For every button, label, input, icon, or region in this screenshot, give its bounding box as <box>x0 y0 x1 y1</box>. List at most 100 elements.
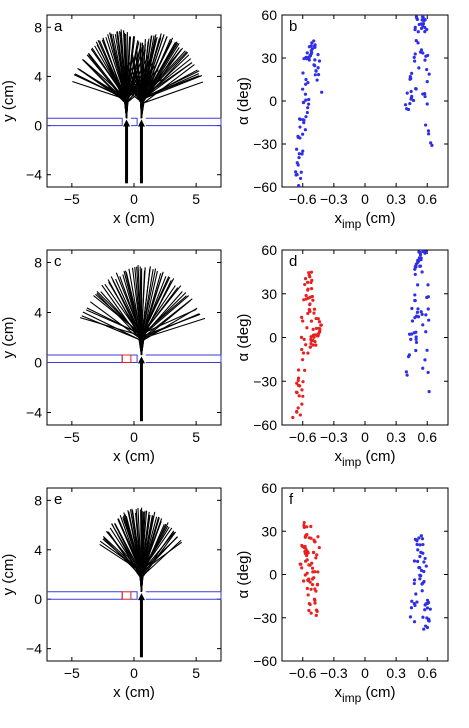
data-point <box>307 97 311 102</box>
data-point <box>303 559 308 563</box>
x-tick-label: 0.3 <box>386 429 406 445</box>
data-point <box>316 570 320 574</box>
data-point <box>408 102 412 106</box>
y-tick-label: 60 <box>261 242 277 258</box>
data-point <box>422 560 426 564</box>
data-point <box>412 601 416 606</box>
y-tick-label: 8 <box>34 492 42 508</box>
data-point <box>312 307 317 311</box>
data-point <box>307 601 311 606</box>
y-tick-label: 4 <box>34 68 42 84</box>
data-point <box>307 45 311 49</box>
data-point <box>417 536 421 540</box>
data-point <box>302 118 306 122</box>
slit-wall <box>47 117 123 127</box>
data-point <box>405 373 409 377</box>
data-point <box>305 586 309 591</box>
data-point <box>313 340 317 344</box>
x-tick-label: −0.3 <box>320 665 348 681</box>
panel-label-c: c <box>54 253 62 270</box>
data-point <box>304 77 308 82</box>
data-point <box>311 327 315 331</box>
data-point <box>413 267 417 271</box>
data-point <box>407 332 412 336</box>
data-point <box>298 125 302 129</box>
data-point <box>307 55 311 59</box>
data-point <box>427 318 431 322</box>
y-tick-label: 60 <box>261 7 277 23</box>
data-point <box>421 249 425 254</box>
data-point <box>308 295 313 299</box>
x-tick-label: 0.6 <box>418 429 438 445</box>
data-point <box>420 312 424 316</box>
data-point <box>410 71 414 75</box>
x-axis-label: x (cm) <box>113 448 155 465</box>
slit-wall <box>47 591 123 600</box>
x-tick-label: 5 <box>192 665 200 681</box>
data-point <box>409 89 413 94</box>
data-point <box>308 345 312 349</box>
trajectories <box>79 265 206 422</box>
data-point <box>421 581 425 585</box>
data-point <box>300 347 304 352</box>
data-point <box>412 55 416 59</box>
data-point <box>313 43 317 47</box>
data-point <box>305 280 310 285</box>
data-point <box>414 39 418 43</box>
data-point <box>296 406 300 410</box>
data-point <box>424 313 428 317</box>
y-tick-label: 4 <box>34 305 42 321</box>
slit-wall <box>130 591 138 600</box>
data-point <box>303 92 308 96</box>
y-tick-label: −4 <box>26 641 42 657</box>
data-point <box>317 546 321 550</box>
data-point <box>305 571 309 575</box>
data-point <box>307 563 311 567</box>
data-point <box>301 579 306 583</box>
data-point <box>305 326 309 330</box>
data-point <box>421 615 425 619</box>
data-point <box>296 134 300 138</box>
data-point <box>423 358 427 362</box>
data-point <box>312 550 316 555</box>
data-point <box>309 342 313 346</box>
data-point <box>314 589 318 593</box>
data-point <box>309 319 314 323</box>
y-axis-label: y (cm) <box>0 554 17 596</box>
data-point <box>421 24 425 28</box>
data-point <box>296 163 300 167</box>
data-point <box>421 366 425 370</box>
trajectories <box>72 29 204 184</box>
data-point <box>301 149 305 153</box>
data-point <box>313 540 317 544</box>
x-tick-label: −0.3 <box>320 191 348 207</box>
x-tick-label: 5 <box>192 191 200 207</box>
slit-wall <box>47 354 123 363</box>
data-point <box>313 58 317 62</box>
data-point <box>409 606 414 610</box>
data-point <box>306 578 310 582</box>
data-point <box>302 520 306 525</box>
data-point <box>291 415 295 420</box>
data-point <box>419 310 423 314</box>
data-point <box>419 26 424 31</box>
data-point <box>307 58 311 62</box>
data-point <box>319 323 323 327</box>
data-point <box>310 583 315 587</box>
data-point <box>424 624 428 628</box>
data-point <box>418 543 422 547</box>
data-point <box>313 601 317 605</box>
data-point <box>427 132 431 136</box>
y-tick-label: 0 <box>34 355 42 371</box>
data-point <box>316 317 320 321</box>
data-point <box>426 619 431 623</box>
data-point <box>303 368 307 372</box>
data-point <box>315 582 320 586</box>
data-point <box>303 282 307 287</box>
data-point <box>310 41 314 45</box>
data-point <box>304 293 308 298</box>
data-point <box>416 258 420 263</box>
data-point <box>311 570 315 574</box>
data-point <box>309 587 313 591</box>
x-tick-label: 0 <box>130 429 138 445</box>
